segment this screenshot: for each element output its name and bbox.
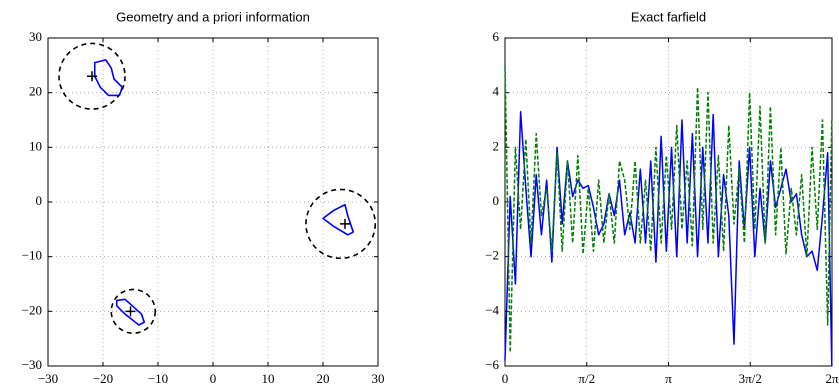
- x-tick-label: π: [665, 371, 672, 386]
- y-tick-label: 30: [29, 29, 42, 44]
- x-tick-label: 2π: [825, 371, 839, 386]
- y-tick-label: −10: [22, 248, 42, 263]
- obstacle: [115, 298, 146, 326]
- x-tick-label: 10: [262, 371, 275, 386]
- center-marker: [340, 218, 350, 229]
- obstacle: [93, 59, 124, 97]
- x-tick-label: 0: [502, 371, 509, 386]
- y-tick-label: 0: [493, 193, 500, 208]
- obstacle: [322, 203, 355, 236]
- y-tick-label: −2: [485, 248, 499, 263]
- prior-circle: [305, 188, 377, 260]
- y-tick-label: 2: [493, 138, 500, 153]
- plot-frame: [47, 37, 379, 367]
- center-marker: [87, 71, 97, 82]
- x-tick-label: π/2: [578, 371, 595, 386]
- chart-title: Exact farfield: [631, 9, 706, 24]
- y-tick-label: −30: [22, 357, 42, 372]
- prior-circle: [58, 42, 126, 110]
- y-tick-label: 20: [29, 84, 42, 99]
- y-tick-label: 6: [493, 29, 500, 44]
- x-tick-label: −10: [148, 371, 168, 386]
- x-tick-label: 20: [317, 371, 330, 386]
- prior-circle: [110, 288, 157, 335]
- x-tick-label: −20: [93, 371, 113, 386]
- y-tick-label: 0: [36, 193, 43, 208]
- series-line: [504, 65, 833, 354]
- y-tick-label: 4: [493, 84, 500, 99]
- y-tick-label: −4: [485, 302, 499, 317]
- x-tick-label: 0: [210, 371, 217, 386]
- center-marker: [125, 306, 136, 317]
- plot-frame: [504, 37, 833, 367]
- y-tick-label: 10: [29, 138, 42, 153]
- y-tick-label: −6: [485, 357, 499, 372]
- x-tick-label: 3π/2: [739, 371, 762, 386]
- y-tick-label: −20: [22, 302, 42, 317]
- chart-title: Geometry and a priori information: [116, 9, 310, 24]
- x-tick-label: −30: [38, 371, 58, 386]
- x-tick-label: 30: [372, 371, 385, 386]
